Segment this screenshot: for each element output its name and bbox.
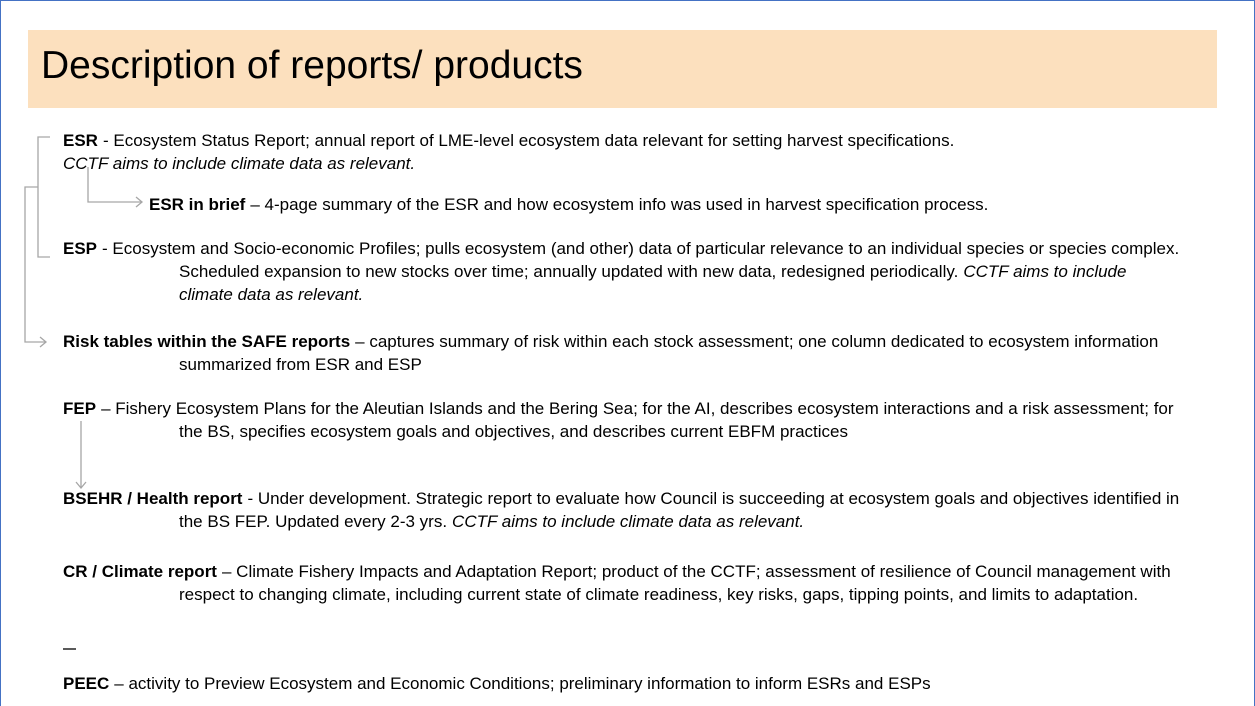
- item: ESR - Ecosystem Status Report; annual rep…: [63, 129, 1213, 175]
- description: - Ecosystem Status Report; annual report…: [102, 131, 955, 150]
- term: CR / Climate report: [63, 562, 217, 581]
- description: – Fishery Ecosystem Plans for the Aleuti…: [101, 399, 1174, 441]
- description: – 4-page summary of the ESR and how ecos…: [250, 195, 989, 214]
- item: BSEHR / Health report - Under development…: [63, 487, 1203, 533]
- note: CCTF aims to include climate data as rel…: [452, 512, 805, 531]
- term: BSEHR / Health report: [63, 489, 243, 508]
- note: CCTF aims to include climate data as rel…: [63, 154, 416, 173]
- bracket: [37, 136, 50, 258]
- note: CCTF aims to include climate data as rel…: [179, 262, 1127, 304]
- title: Description of reports/ products: [41, 44, 583, 87]
- term: ESP: [63, 239, 98, 258]
- arrow: [87, 167, 142, 203]
- item: PEEC – activity to Preview Ecosystem and …: [63, 672, 1203, 695]
- description: - Under development. Strategic report to…: [179, 489, 1180, 531]
- term: FEP: [63, 399, 97, 418]
- arrow-head: [75, 481, 87, 490]
- description: – activity to Preview Ecosystem and Econ…: [114, 674, 931, 693]
- item: Risk tables within the SAFE reports – cap…: [63, 330, 1198, 376]
- arrow-head: [39, 336, 48, 348]
- arrow-head: [135, 196, 144, 208]
- description: – Climate Fishery Impacts and Adaptation…: [179, 562, 1171, 604]
- bracket: [24, 186, 46, 343]
- term: ESR: [63, 131, 98, 150]
- title-band: Description of reports/ products: [28, 30, 1217, 108]
- term: Risk tables within the SAFE reports: [63, 332, 351, 351]
- description: – captures summary of risk within each s…: [179, 332, 1159, 374]
- item: CR / Climate report – Climate Fishery Imp…: [63, 560, 1193, 606]
- item: FEP – Fishery Ecosystem Plans for the Ale…: [63, 397, 1193, 443]
- description: - Ecosystem and Socio-economic Profiles;…: [102, 239, 1180, 281]
- term: PEEC: [63, 674, 110, 693]
- item: ESR in brief – 4-page summary of the ESR …: [149, 193, 1239, 216]
- term: ESR in brief: [149, 195, 246, 214]
- item: ESP - Ecosystem and Socio-economic Profil…: [63, 237, 1183, 306]
